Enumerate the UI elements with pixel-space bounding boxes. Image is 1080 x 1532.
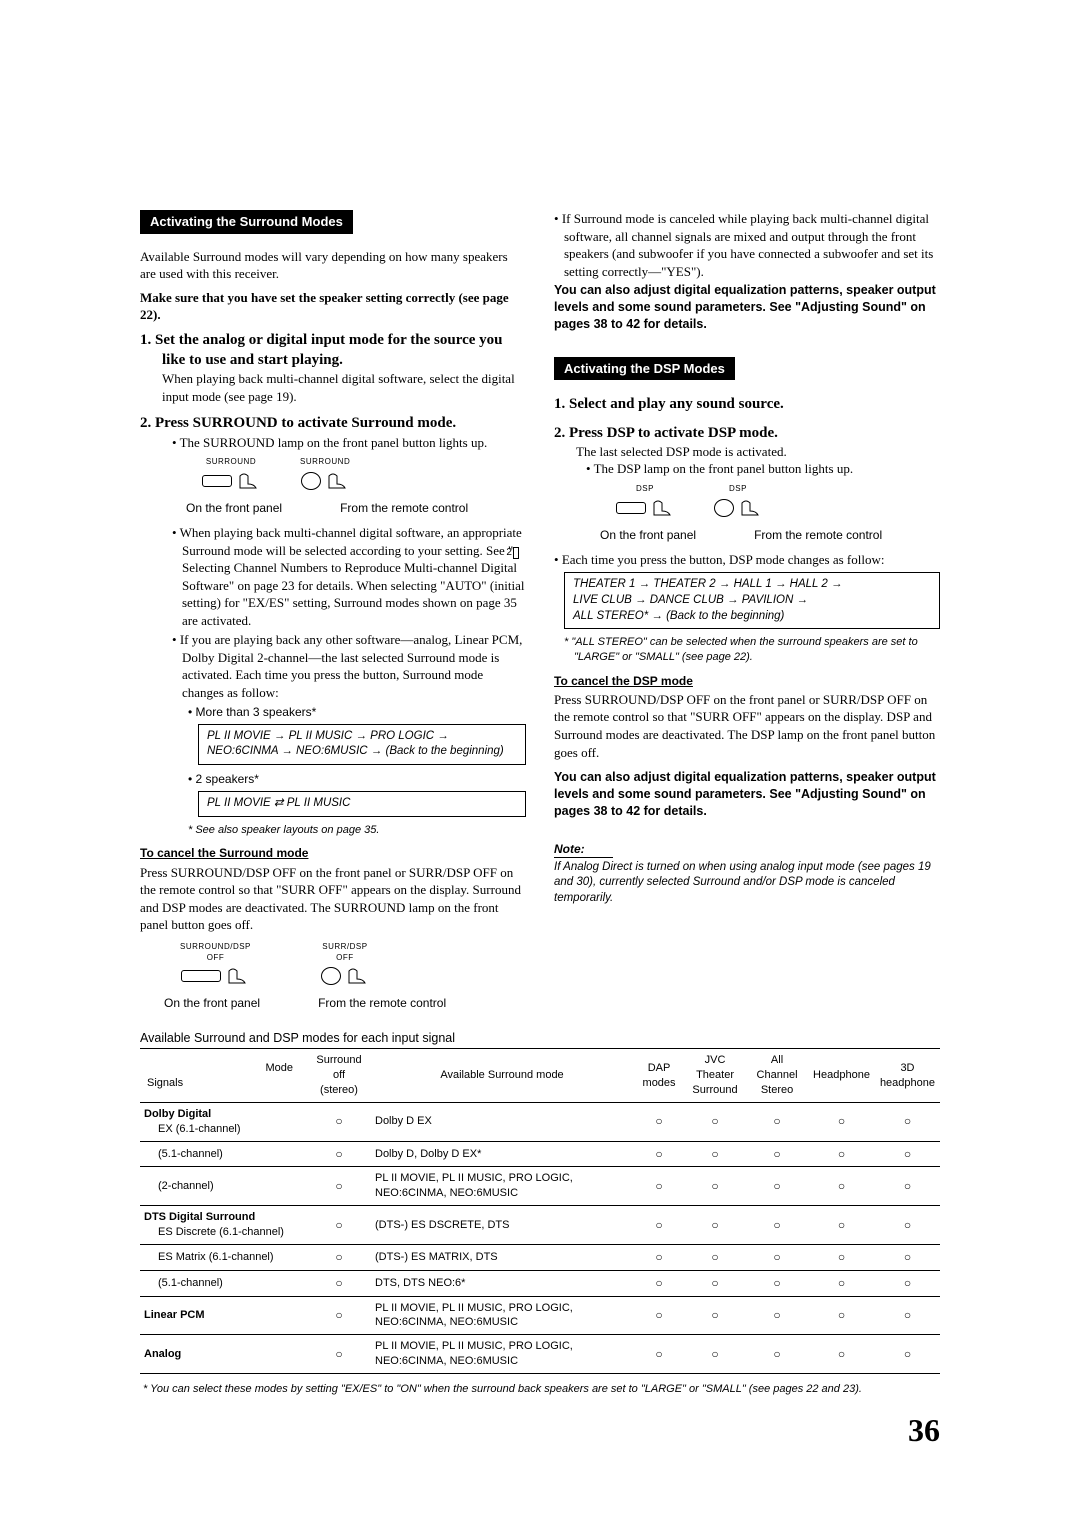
dsp-step2-title: 2. Press DSP to activate DSP mode. [554,423,940,443]
table-row: ES Matrix (6.1-channel)(DTS-) ES MATRIX,… [140,1244,940,1270]
dsp-step2-bullet: The DSP lamp on the front panel button l… [576,460,940,478]
surround-other-bullet: If you are playing back any other softwa… [162,631,526,701]
modes-table: ModeSignals Surround off (stereo) Availa… [140,1048,940,1374]
dsp-step1-title: 1. Select and play any sound source. [554,394,940,414]
remote-caption: From the remote control [318,995,446,1011]
front-panel-caption: On the front panel [186,500,282,516]
col-hp: Headphone [808,1049,875,1103]
remote-button-icon: SURROUND [300,457,350,492]
cancel-surround-header: To cancel the Surround mode [140,845,526,861]
col-3dhp: 3D headphone [875,1049,940,1103]
allstereo-footnote: * "ALL STEREO" can be selected when the … [554,635,940,665]
button-round-icon [301,472,321,490]
button-round-icon [321,967,341,985]
cancel-surround-body: Press SURROUND/DSP OFF on the front pane… [140,864,526,934]
dsp-modes-box: THEATER 1 → THEATER 2 → HALL 1 → HALL 2 … [564,572,940,629]
dsp-step2-body: The last selected DSP mode is activated. [576,443,940,461]
remote-caption: From the remote control [340,500,468,516]
button-round-icon [714,499,734,517]
surround-step2-title: 2. Press SURROUND to activate Surround m… [140,413,526,433]
button-rect-icon [202,475,232,487]
button-rect-icon [616,502,646,514]
remote-dsp-icon: DSP [714,484,762,519]
hand-icon [236,470,260,492]
surround-modes-box-3sp: PL II MOVIE → PL II MUSIC → PRO LOGIC → … [198,724,526,765]
dsp-header: Activating the DSP Modes [554,357,735,381]
surround-layouts-footnote: * See also speaker layouts on page 35. [162,823,526,838]
cancel-dsp-header: To cancel the DSP mode [554,673,940,689]
front-panel-off-icon: SURROUND/DSP OFF [180,942,251,988]
col-jvc: JVC Theater Surround [684,1049,746,1103]
front-panel-dsp-icon: DSP [616,484,674,519]
col-asm: Available Surround mode [370,1049,634,1103]
cancel-dsp-body: Press SURROUND/DSP OFF on the front pane… [554,691,940,761]
table-footnote: * You can select these modes by setting … [140,1382,940,1397]
page-number: 36 [140,1409,940,1452]
table-row: (2-channel)PL II MOVIE, PL II MUSIC, PRO… [140,1167,940,1206]
surround-intro-bold: Make sure that you have set the speaker … [140,289,526,324]
surround-step1-title: 1. Set the analog or digital input mode … [140,330,526,371]
table-row: (5.1-channel)DTS, DTS NEO:6* [140,1270,940,1296]
hand-icon [225,965,249,987]
hand-icon [345,965,369,987]
front-panel-button-icon: SURROUND [202,457,260,492]
surround-step1-body: When playing back multi-channel digital … [140,370,526,405]
dsp-each-press: Each time you press the button, DSP mode… [554,551,940,569]
col-dap: DAP modes [634,1049,684,1103]
surround-2sp: 2 speakers* [162,771,526,787]
adjust-sound-note-1: You can also adjust digital equalization… [554,282,940,333]
table-row: AnalogPL II MOVIE, PL II MUSIC, PRO LOGI… [140,1335,940,1374]
surround-modes-box-2sp: PL II MOVIE ⇄ PL II MUSIC [198,791,526,817]
front-panel-caption: On the front panel [600,527,696,543]
left-column: Activating the Surround Modes Available … [140,210,526,1020]
front-panel-caption: On the front panel [164,995,260,1011]
col-allch: All Channel Stereo [746,1049,808,1103]
surround-multich-bullet: When playing back multi-channel digital … [162,524,526,629]
hand-icon [650,497,674,519]
table-row: (5.1-channel)Dolby D, Dolby D EX* [140,1141,940,1167]
table-row: Dolby DigitalEX (6.1-channel)Dolby D EX [140,1102,940,1141]
table-row: DTS Digital SurroundES Discrete (6.1-cha… [140,1206,940,1245]
hand-icon [738,497,762,519]
surround-more3: More than 3 speakers* [162,704,526,720]
surround-step2-bullet: The SURROUND lamp on the front panel but… [162,434,526,452]
col-signals: ModeSignals [140,1049,308,1103]
remote-caption: From the remote control [754,527,882,543]
table-row: Linear PCMPL II MOVIE, PL II MUSIC, PRO … [140,1296,940,1335]
adjust-sound-note-2: You can also adjust digital equalization… [554,769,940,820]
remote-off-icon: SURR/DSP OFF [321,942,369,988]
right-column: If Surround mode is canceled while playi… [554,210,940,1020]
surround-header: Activating the Surround Modes [140,210,353,234]
note-header: Note: [554,841,613,858]
button-rect-icon [181,970,221,982]
table-header-row: ModeSignals Surround off (stereo) Availa… [140,1049,940,1103]
note-body: If Analog Direct is turned on when using… [554,860,940,907]
surround-intro: Available Surround modes will vary depen… [140,248,526,283]
col-surround-off: Surround off (stereo) [308,1049,370,1103]
surround-cancel-note: If Surround mode is canceled while playi… [554,210,940,280]
hand-icon [325,470,349,492]
table-title: Available Surround and DSP modes for eac… [140,1030,940,1047]
